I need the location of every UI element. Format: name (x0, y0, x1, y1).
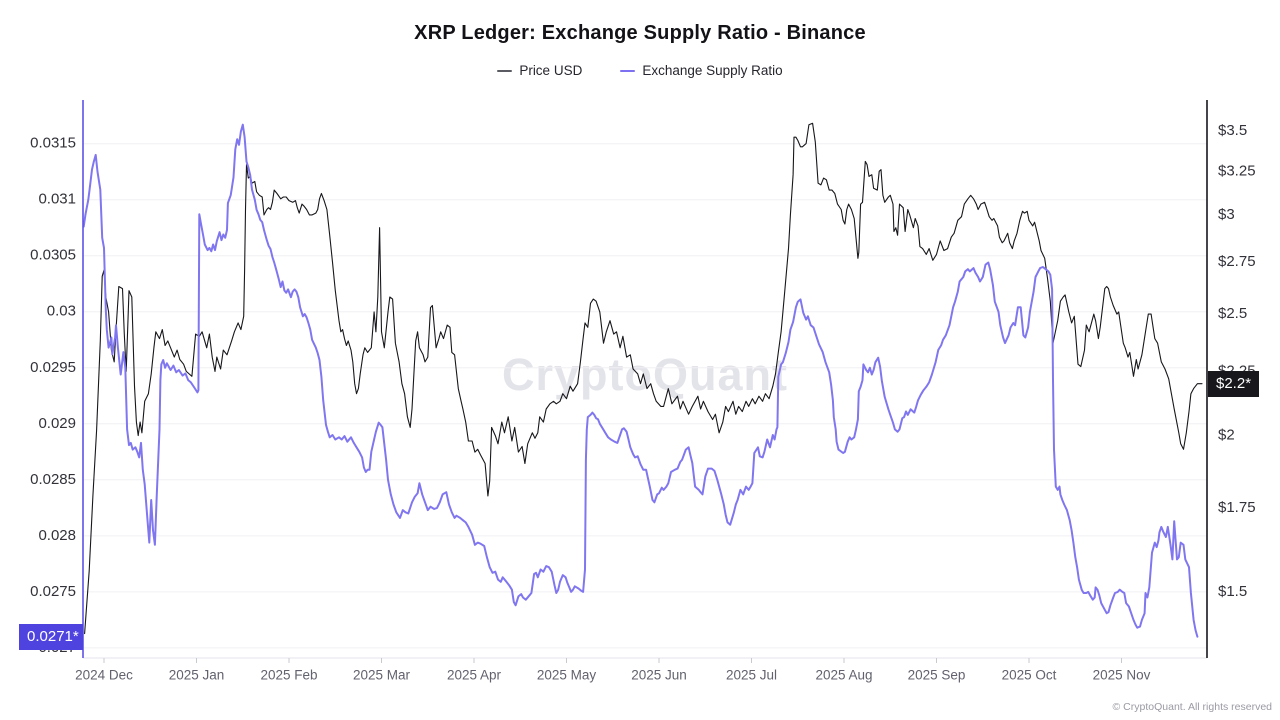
x-axis-label: 2025 Nov (1093, 668, 1151, 683)
x-axis-label: 2025 Mar (353, 668, 411, 683)
left-axis-label: 0.028 (38, 527, 76, 544)
right-axis-label: $1.5 (1218, 583, 1247, 600)
left-axis-label: 0.0295 (30, 359, 76, 376)
price-line-swatch-icon (497, 69, 513, 72)
legend: Price USD Exchange Supply Ratio (0, 63, 1280, 78)
right-axis-label: $1.75 (1218, 499, 1256, 516)
chart-title: XRP Ledger: Exchange Supply Ratio - Bina… (414, 22, 866, 44)
x-axis-label: 2025 Jun (631, 668, 687, 683)
right-axis-label: $2 (1218, 427, 1235, 444)
x-axis-label: 2025 Feb (260, 668, 317, 683)
right-axis-label: $3.25 (1218, 162, 1256, 179)
right-axis-label: $2.75 (1218, 253, 1256, 270)
x-axis-label: 2025 Apr (447, 668, 502, 683)
left-axis-label: 0.0305 (30, 247, 76, 264)
x-axis-label: 2025 Oct (1002, 668, 1057, 683)
copyright: © CryptoQuant. All rights reserved (1112, 701, 1272, 713)
x-axis-label: 2024 Dec (75, 668, 133, 683)
left-axis-label: 0.029 (38, 415, 76, 432)
x-axis-label: 2025 Sep (908, 668, 966, 683)
right-axis-label: $3 (1218, 206, 1235, 223)
legend-item-price-usd[interactable]: Price USD (497, 63, 582, 78)
right-axis-label: $2.5 (1218, 305, 1247, 322)
x-axis-label: 2025 May (537, 668, 597, 683)
x-axis-label: 2025 Jan (169, 668, 225, 683)
x-axis-label: 2025 Jul (726, 668, 777, 683)
left-axis-label: 0.0275 (30, 583, 76, 600)
series-line-right (84, 122, 1203, 635)
left-axis-current-value-badge: 0.0271* (19, 624, 83, 650)
esr-line-swatch-icon (620, 69, 636, 72)
x-axis-label: 2025 Aug (815, 668, 872, 683)
series-line-left (82, 123, 1199, 638)
legend-label-exchange-supply-ratio: Exchange Supply Ratio (642, 63, 783, 78)
watermark: CryptoQuant (502, 349, 788, 400)
legend-item-exchange-supply-ratio[interactable]: Exchange Supply Ratio (620, 63, 783, 78)
left-axis-label: 0.03 (47, 303, 76, 320)
left-axis-label: 0.031 (38, 191, 76, 208)
right-axis-label: $3.5 (1218, 122, 1247, 139)
right-axis-current-value-badge: $2.2* (1208, 371, 1260, 397)
left-axis-label: 0.0285 (30, 471, 76, 488)
left-axis-label: 0.0315 (30, 135, 76, 152)
legend-label-price-usd: Price USD (519, 63, 583, 78)
